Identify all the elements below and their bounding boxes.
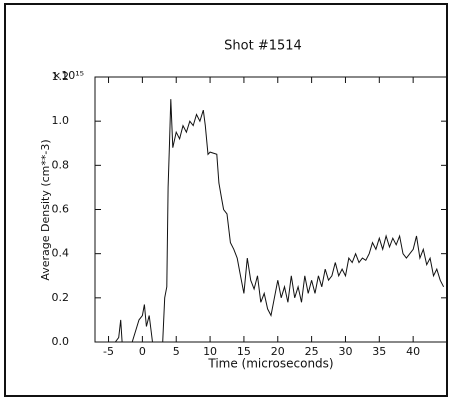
x-tick-label: 10	[203, 345, 217, 358]
y-tick-label: 0.4	[52, 247, 70, 260]
y-tick-label: 1.0	[52, 114, 70, 127]
y-tick-label: 1.2	[52, 70, 70, 83]
data-line	[108, 99, 445, 343]
x-tick-label: 40	[406, 345, 420, 358]
x-tick-label: 15	[237, 345, 251, 358]
x-tick-label: -5	[103, 345, 114, 358]
chart-title: Shot #1514	[224, 39, 302, 54]
x-tick-label: 25	[305, 345, 319, 358]
y-multiplier: ×10¹⁵	[52, 69, 84, 82]
x-tick-label: 20	[271, 345, 285, 358]
y-tick-label: 0.6	[52, 203, 70, 216]
y-axis-label: Average Density (cm**-3)	[39, 139, 52, 280]
page-frame	[4, 3, 448, 397]
x-tick-label: 0	[139, 345, 146, 358]
plot-frame	[94, 76, 448, 343]
x-tick-label: 30	[338, 345, 352, 358]
x-tick-label: 35	[372, 345, 386, 358]
y-tick-label: 0.8	[52, 158, 70, 171]
x-axis-label: Time (microseconds)	[207, 357, 333, 371]
x-tick-label: 5	[173, 345, 180, 358]
y-tick-label: 0.0	[52, 335, 70, 348]
y-tick-label: 0.2	[52, 291, 70, 304]
